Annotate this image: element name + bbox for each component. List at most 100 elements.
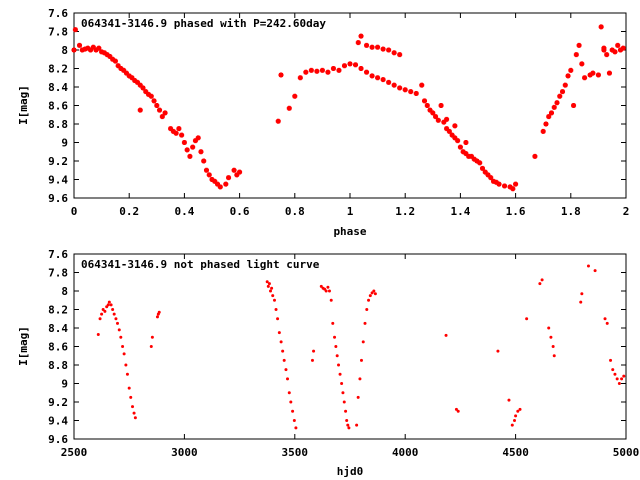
x-tick-label: 0.6: [230, 205, 250, 218]
data-point: [286, 377, 290, 381]
data-point: [603, 317, 607, 321]
data-point: [335, 354, 339, 358]
data-point: [551, 345, 555, 348]
data-point: [345, 419, 349, 422]
data-point: [452, 123, 458, 129]
data-point: [150, 335, 154, 339]
data-point: [148, 93, 154, 99]
data-point: [96, 332, 100, 336]
data-point: [289, 400, 293, 404]
data-point: [326, 285, 330, 289]
data-point: [272, 298, 276, 302]
data-point: [557, 93, 563, 99]
data-point: [397, 52, 403, 58]
data-point: [507, 398, 511, 402]
data-point: [488, 175, 494, 181]
axis-ticks: [73, 12, 627, 199]
data-point: [127, 386, 131, 390]
data-point: [133, 416, 137, 420]
data-point: [449, 132, 455, 138]
data-point: [149, 345, 153, 348]
data-point: [361, 340, 365, 344]
data-point: [140, 85, 146, 91]
data-point: [620, 377, 624, 381]
data-point: [121, 345, 125, 348]
data-point: [546, 114, 552, 120]
chart-title: 064341-3146.9 not phased light curve: [81, 258, 320, 271]
data-point: [369, 73, 375, 79]
data-point: [338, 372, 342, 376]
data-point: [474, 158, 480, 164]
data-point: [155, 315, 159, 319]
data-point: [107, 300, 111, 304]
data-point: [203, 167, 209, 173]
data-point: [468, 153, 474, 159]
data-point: [590, 70, 596, 76]
data-point: [337, 363, 341, 367]
data-point: [419, 82, 425, 88]
data-point: [201, 158, 207, 164]
data-point: [604, 52, 610, 58]
data-point: [266, 284, 270, 288]
y-axis-label: I[mag]: [17, 85, 30, 125]
data-point: [217, 184, 223, 190]
data-point: [93, 47, 99, 53]
data-point: [291, 409, 295, 413]
data-point: [284, 368, 288, 372]
x-tick-label: 1.4: [450, 205, 470, 218]
data-point: [137, 82, 143, 88]
data-point: [344, 409, 348, 413]
data-point: [132, 411, 136, 415]
data-point: [571, 103, 577, 108]
data-point: [513, 181, 519, 187]
data-point: [620, 45, 626, 51]
data-point: [617, 47, 623, 53]
data-point: [168, 126, 174, 132]
data-point: [363, 321, 367, 325]
data-point: [455, 138, 461, 144]
data-point: [593, 269, 597, 273]
data-point: [402, 87, 408, 93]
data-point: [496, 181, 502, 187]
data-point: [281, 349, 285, 353]
data-point: [226, 175, 232, 181]
data-points: [96, 264, 626, 430]
y-tick-label: 8.2: [48, 63, 68, 76]
x-tick-label: 4000: [392, 446, 419, 459]
y-tick-label: 9.4: [48, 174, 68, 187]
data-point: [109, 303, 113, 307]
x-axis-label: phase: [333, 225, 366, 238]
data-point: [198, 149, 204, 155]
data-point: [286, 105, 292, 111]
data-point: [355, 423, 359, 427]
data-point: [115, 63, 121, 69]
data-point: [143, 89, 149, 95]
data-point: [312, 349, 316, 353]
data-point: [324, 289, 328, 293]
data-point: [422, 98, 428, 104]
data-point: [373, 292, 377, 296]
data-point: [606, 70, 612, 76]
data-point: [340, 382, 344, 385]
data-point: [554, 100, 560, 106]
data-point: [103, 309, 107, 313]
data-point: [90, 44, 96, 50]
data-point: [622, 374, 626, 378]
data-point: [615, 42, 621, 48]
data-point: [325, 69, 331, 75]
data-point: [88, 47, 94, 53]
data-point: [212, 178, 218, 184]
data-point: [71, 47, 77, 53]
data-point: [341, 391, 345, 395]
data-point: [330, 66, 336, 71]
y-tick-labels: 7.6 7.8 8 8.2 8.4 8.6 8.8 9 9.2 9.4 9.6: [48, 7, 68, 205]
data-point: [111, 308, 115, 311]
y-tick-label: 9.6: [48, 433, 68, 446]
data-point: [562, 82, 568, 88]
data-point: [129, 75, 135, 81]
data-point: [157, 107, 163, 113]
data-point: [223, 181, 229, 187]
y-tick-label: 8.4: [48, 322, 68, 335]
phased-light-curve-chart: 0 0.2 0.4 0.6 0.8 1 1.2 1.4 1.6 1.8 2 7.6 7.8 8 8.2 8.…: [17, 7, 629, 238]
data-point: [460, 149, 466, 155]
